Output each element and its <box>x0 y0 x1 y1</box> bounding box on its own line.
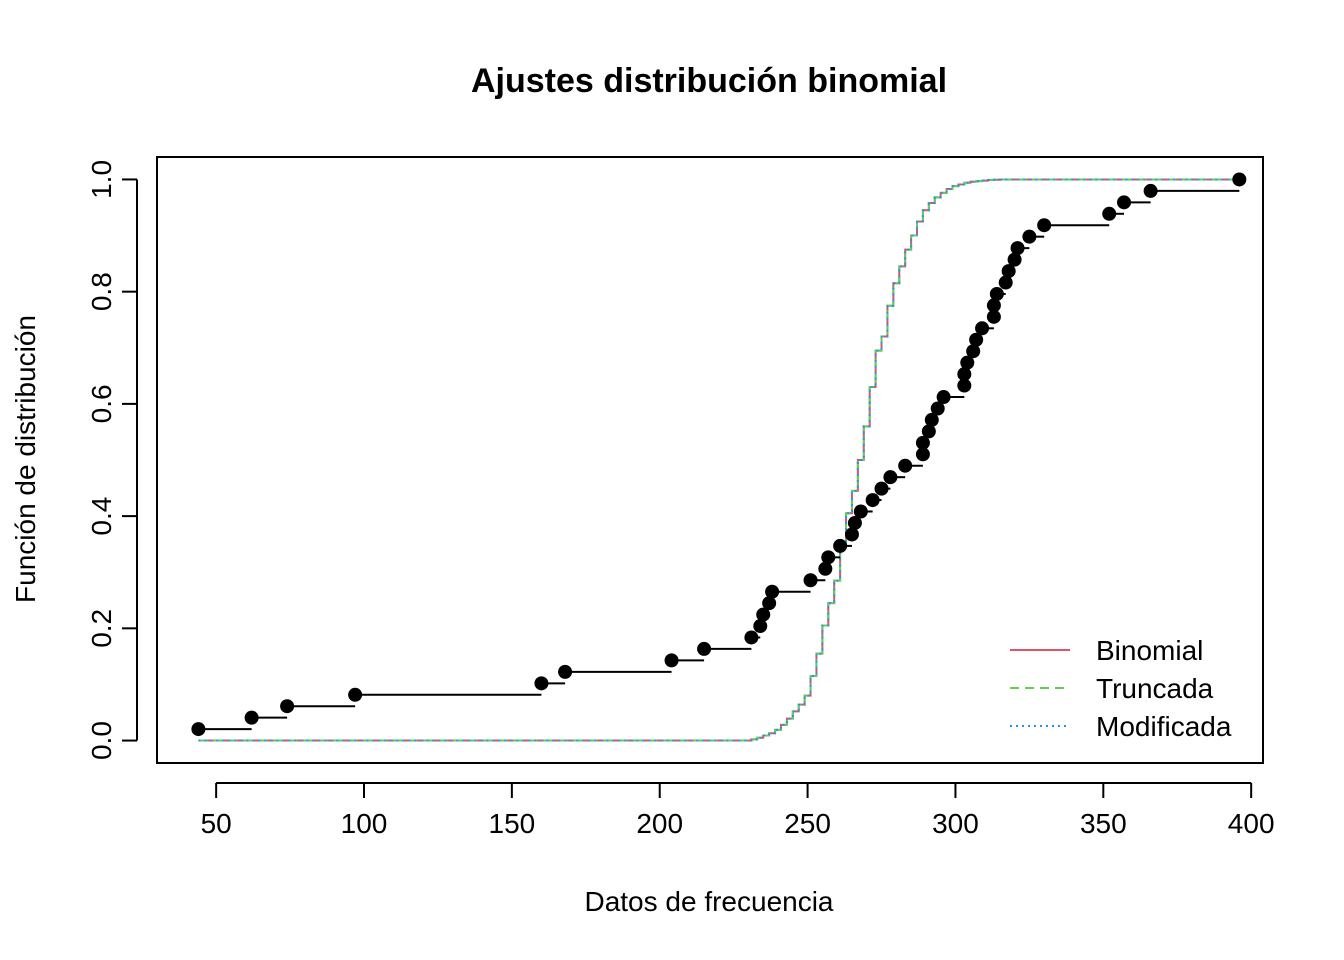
ecdf-point <box>957 367 972 382</box>
ecdf-point <box>915 435 930 450</box>
ecdf-point <box>762 596 777 611</box>
ecdf-point <box>756 607 771 622</box>
y-tick-label: 0.8 <box>86 272 117 311</box>
ecdf-point <box>244 710 259 725</box>
y-tick-label: 0.2 <box>86 609 117 648</box>
legend-label-truncada: Truncada <box>1096 673 1214 704</box>
y-tick-label: 1.0 <box>86 160 117 199</box>
ecdf-point <box>803 573 818 588</box>
ecdf-point <box>534 676 549 691</box>
ecdf-point <box>1102 206 1117 221</box>
ecdf-point <box>821 550 836 565</box>
ecdf-point <box>969 332 984 347</box>
ecdf-point <box>898 458 913 473</box>
ecdf-point <box>989 286 1004 301</box>
fitted-curve-binomial <box>198 178 1240 742</box>
x-tick-label: 400 <box>1228 808 1275 839</box>
ecdf-point <box>1001 264 1016 279</box>
ecdf-point <box>936 390 951 405</box>
plot-area <box>191 172 1247 742</box>
ecdf-point <box>833 538 848 553</box>
ecdf-point <box>1037 218 1052 233</box>
x-tick-label: 350 <box>1080 808 1127 839</box>
ecdf-point <box>191 722 206 737</box>
y-tick-label: 0.6 <box>86 384 117 423</box>
ecdf-point <box>853 504 868 519</box>
ecdf-point <box>1022 229 1037 244</box>
ecdf-point <box>975 321 990 336</box>
ecdf-point <box>1007 252 1022 267</box>
legend: Binomial Truncada Modificada <box>1010 635 1232 742</box>
ecdf-point <box>664 653 679 668</box>
ecdf-point <box>558 664 573 679</box>
ecdf-point <box>1117 195 1132 210</box>
x-tick-label: 150 <box>489 808 536 839</box>
ecdf-point <box>930 401 945 416</box>
ecdf-point <box>986 298 1001 313</box>
y-tick-label: 0.4 <box>86 497 117 536</box>
ecdf-point <box>924 412 939 427</box>
ecdf-point <box>883 470 898 485</box>
legend-label-modificada: Modificada <box>1096 711 1232 742</box>
ecdf-point <box>847 515 862 530</box>
ecdf-point <box>915 447 930 462</box>
ecdf-point <box>960 355 975 370</box>
x-axis-label: Datos de frecuencia <box>584 886 833 917</box>
ecdf-point <box>744 630 759 645</box>
ecdf-point <box>865 493 880 508</box>
ecdf-point <box>921 424 936 439</box>
chart-title: Ajustes distribución binomial <box>471 62 947 100</box>
plot-frame <box>156 156 1264 764</box>
ecdf-point <box>986 309 1001 324</box>
fitted-curve-truncada <box>198 178 1240 742</box>
x-tick-label: 50 <box>201 808 232 839</box>
ecdf-point <box>697 641 712 656</box>
ecdf-point <box>818 561 833 576</box>
fitted-curve-modificada <box>198 178 1240 742</box>
ecdf-point <box>348 687 363 702</box>
x-tick-label: 200 <box>636 808 683 839</box>
x-tick-label: 300 <box>932 808 979 839</box>
ecdf-point <box>280 699 295 714</box>
ecdf-point <box>765 584 780 599</box>
ecdf-point <box>966 344 981 359</box>
ecdf-point <box>1010 241 1025 256</box>
x-tick-label: 250 <box>784 808 831 839</box>
x-tick-label: 100 <box>341 808 388 839</box>
legend-label-binomial: Binomial <box>1096 635 1203 666</box>
ecdf-point <box>844 527 859 542</box>
y-tick-label: 0.0 <box>86 721 117 760</box>
ecdf-point <box>1232 172 1247 187</box>
ecdf-point <box>874 481 889 496</box>
ecdf-point <box>1143 183 1158 198</box>
axes: 50 100 150 200 250 300 350 400 0.0 0.2 0.4 0.6 0.8 1.… <box>86 160 1275 839</box>
ecdf-point <box>753 619 768 634</box>
ecdf-point <box>998 275 1013 290</box>
ecdf-point <box>957 378 972 393</box>
y-axis-label: Función de distribución <box>10 315 41 603</box>
